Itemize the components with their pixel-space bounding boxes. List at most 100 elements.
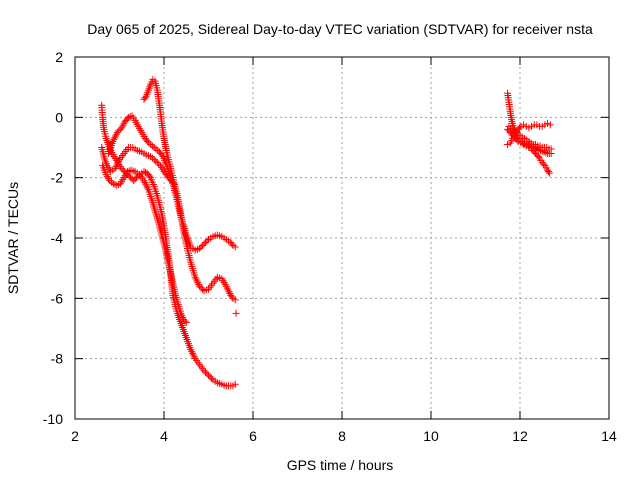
data-point	[110, 136, 118, 144]
data-point	[187, 346, 195, 354]
x-tick-label: 12	[512, 428, 528, 444]
data-point	[196, 245, 204, 253]
data-point	[231, 243, 239, 251]
data-point	[540, 148, 548, 156]
data-point	[202, 239, 210, 247]
grid-lines	[75, 57, 609, 419]
data-point	[124, 113, 132, 121]
chart-title: Day 065 of 2025, Sidereal Day-to-day VTE…	[87, 21, 593, 37]
y-tick-label: -4	[51, 230, 64, 246]
data-point	[228, 293, 236, 301]
data-point	[134, 172, 142, 180]
data-point	[200, 367, 208, 375]
data-point	[107, 178, 115, 186]
data-point	[111, 134, 119, 142]
data-point	[154, 147, 162, 155]
data-point	[533, 145, 541, 153]
y-tick-label: -6	[51, 290, 64, 306]
data-point	[228, 240, 236, 248]
data-point	[197, 243, 205, 251]
data-point	[531, 144, 539, 152]
data-point	[142, 180, 150, 188]
data-point	[150, 156, 158, 164]
data-point	[141, 178, 149, 186]
data-point	[126, 113, 134, 121]
data-point	[145, 139, 153, 147]
data-point	[118, 165, 126, 173]
x-tick-label: 6	[249, 428, 257, 444]
data-point	[203, 237, 211, 245]
data-point	[148, 154, 156, 162]
axis-ticks: 2 4 6 8 10 12 14 2 0 -2 -4 -6 -8 -10	[43, 49, 617, 444]
data-point	[536, 147, 544, 155]
data-point	[188, 349, 196, 357]
data-point	[182, 318, 190, 326]
x-tick-label: 14	[601, 428, 617, 444]
data-point	[106, 177, 114, 185]
data-point	[148, 142, 156, 150]
data-point	[207, 374, 215, 382]
data-point	[538, 147, 546, 155]
data-point	[223, 284, 231, 292]
data-point	[124, 168, 132, 176]
x-tick-label: 8	[338, 428, 346, 444]
data-point	[131, 175, 139, 183]
data-point	[109, 180, 117, 188]
data-point	[119, 166, 127, 174]
data-point	[140, 177, 148, 185]
data-point	[145, 172, 153, 180]
y-axis-label: SDTVAR / TECUs	[5, 182, 21, 294]
data-point	[519, 139, 527, 147]
data-point	[116, 125, 124, 133]
y-tick-label: -2	[51, 170, 64, 186]
data-point	[147, 140, 155, 148]
data-point	[514, 134, 522, 142]
data-point	[115, 127, 123, 135]
data-point	[547, 150, 555, 158]
y-tick-label: -8	[51, 351, 64, 367]
data-point	[544, 166, 552, 174]
data-point	[540, 160, 548, 168]
data-point	[140, 168, 148, 176]
data-point	[147, 153, 155, 161]
data-point	[192, 275, 200, 283]
data-point	[231, 380, 239, 388]
data-point	[516, 124, 524, 132]
x-axis-label: GPS time / hours	[287, 457, 394, 473]
data-point	[109, 137, 117, 145]
data-point	[200, 240, 208, 248]
y-tick-label: 0	[55, 109, 63, 125]
data-point	[528, 143, 536, 151]
data-point	[206, 373, 214, 381]
y-tick-label: 2	[55, 49, 63, 65]
data-point	[535, 146, 543, 154]
data-point	[144, 137, 152, 145]
data-point	[188, 347, 196, 355]
data-point	[113, 128, 121, 136]
data-point	[152, 157, 160, 165]
data-point	[522, 140, 530, 148]
data-point	[181, 317, 189, 325]
data-point	[515, 136, 523, 144]
data-point	[111, 165, 119, 173]
data-point	[194, 279, 202, 287]
data-point	[199, 285, 207, 293]
data-point	[143, 182, 151, 190]
data-point	[193, 277, 201, 285]
data-point	[191, 273, 199, 281]
data-point	[111, 132, 119, 140]
data-point	[534, 153, 542, 161]
data-point	[189, 351, 197, 359]
x-tick-label: 10	[423, 428, 439, 444]
data-point	[545, 169, 553, 177]
x-tick-label: 2	[71, 428, 79, 444]
data-point	[546, 121, 554, 129]
data-point	[232, 309, 240, 317]
data-point	[520, 140, 528, 148]
data-point	[155, 160, 163, 168]
data-points	[98, 76, 555, 390]
data-point	[202, 368, 210, 376]
data-point	[196, 282, 204, 290]
data-point	[152, 145, 160, 153]
